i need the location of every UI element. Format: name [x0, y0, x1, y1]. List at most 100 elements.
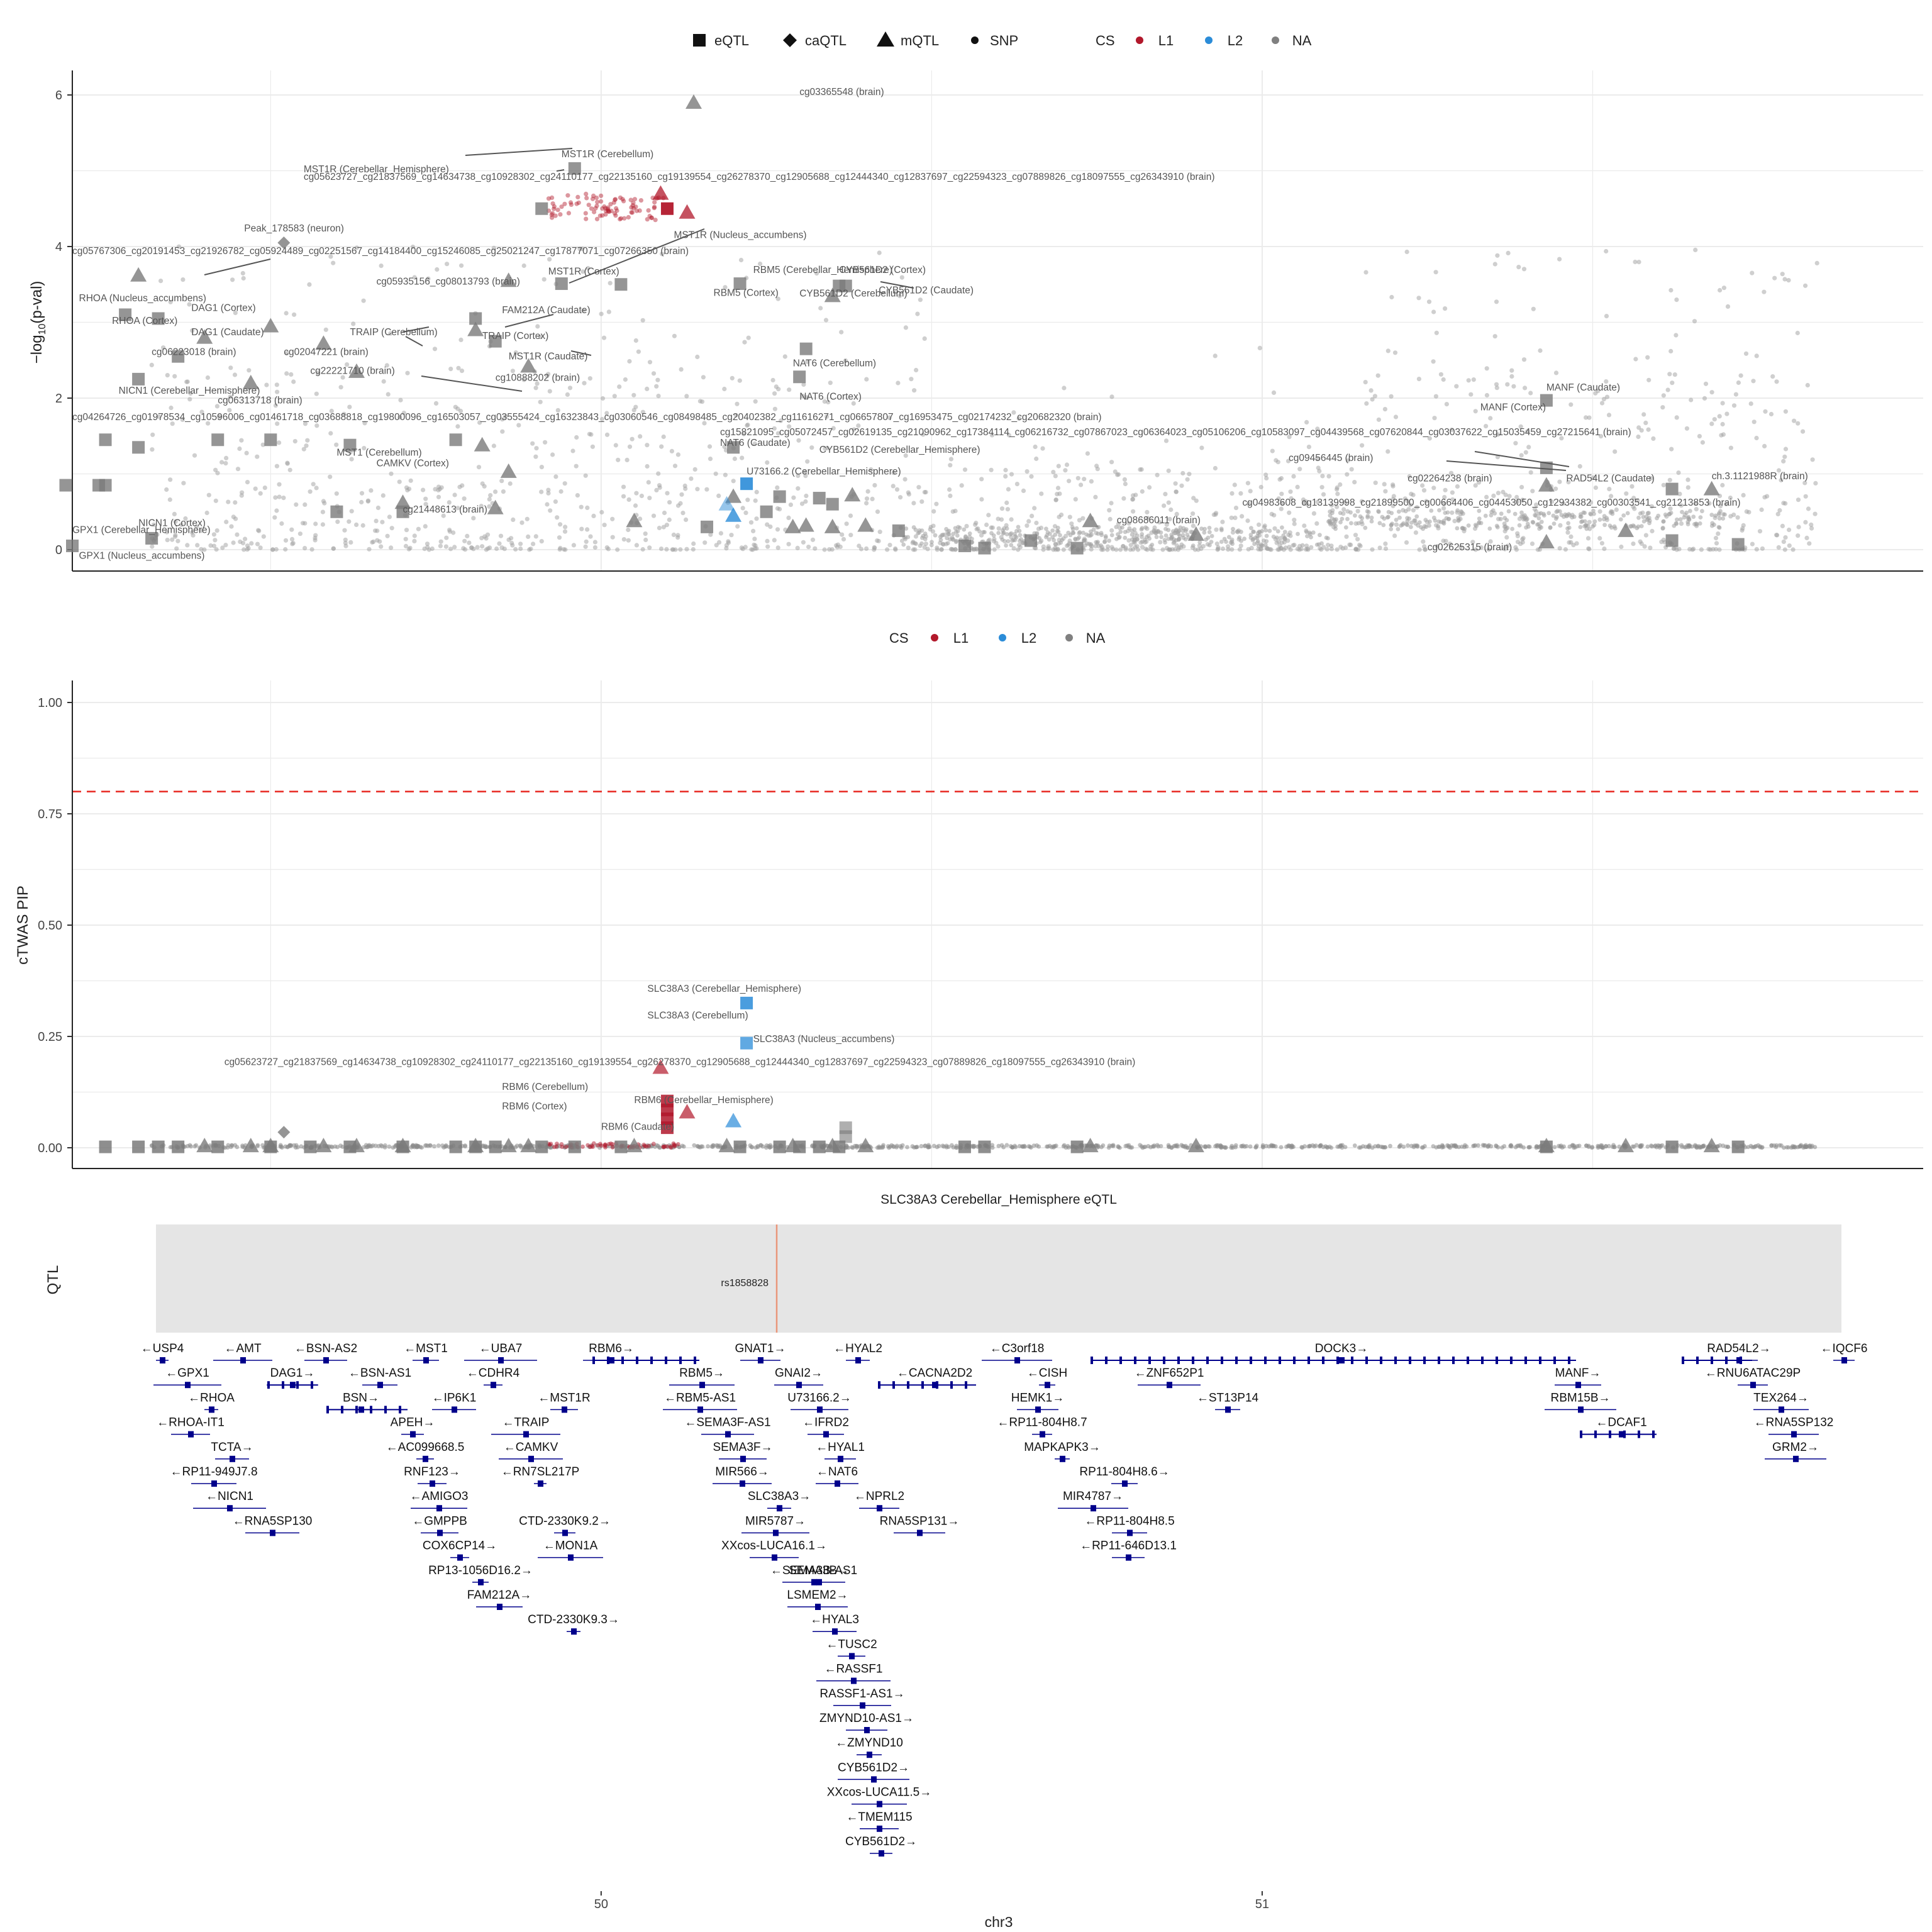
- eqtl-marker: [172, 1140, 185, 1153]
- gene-label: GNAT1→: [735, 1342, 786, 1355]
- gene-exon: [282, 1381, 284, 1389]
- leader-line: [569, 228, 705, 284]
- gene-exon: [607, 1357, 609, 1364]
- gene-exon: [877, 1801, 882, 1807]
- gene-label: ←IQCF6: [1821, 1342, 1868, 1355]
- eqtl-marker: [568, 162, 581, 175]
- point-label: MST1R (Cortex): [548, 267, 619, 277]
- point-label: RAD54L2 (Caudate): [1566, 474, 1654, 484]
- eqtl-marker: [59, 479, 72, 492]
- gene-label: MIR566→: [715, 1465, 769, 1479]
- gene-exon: [697, 1406, 703, 1413]
- eqtl-marker: [489, 1140, 502, 1153]
- y-tick-label: 1.00: [38, 696, 62, 710]
- gene-exon: [636, 1357, 638, 1364]
- mqtl-marker: [500, 272, 517, 287]
- gene-exon: [498, 1357, 504, 1363]
- legend-cs-dot: [1065, 634, 1073, 641]
- point-label: cg08686011 (brain): [1117, 515, 1201, 526]
- point-label: RBM5 (Cortex): [714, 287, 779, 298]
- mqtl-marker: [784, 518, 801, 533]
- y-tick-label: 0.00: [38, 1141, 62, 1155]
- point-label: cg03365548 (brain): [799, 87, 884, 97]
- point-label: cg02047221 (brain): [284, 347, 368, 357]
- eqtl-marker: [1665, 482, 1679, 496]
- point-label: cg05623727_cg21837569_cg14634738_cg10928…: [225, 1057, 1136, 1067]
- gene-exon: [1841, 1357, 1847, 1363]
- mqtl-marker: [315, 1138, 332, 1153]
- eqtl-marker: [614, 1140, 628, 1153]
- eqtl-marker: [66, 539, 79, 552]
- gene-exon: [528, 1455, 534, 1462]
- gene-exon: [562, 1406, 567, 1413]
- point-label: MST1R (Cerebellar_Hemisphere): [304, 164, 449, 175]
- gene-exon: [311, 1381, 313, 1389]
- point-label: SLC38A3 (Nucleus_accumbens): [753, 1034, 895, 1045]
- point-label: GPX1 (Nucleus_accumbens): [79, 551, 205, 562]
- eqtl-marker: [264, 433, 277, 447]
- y-tick-label: 2: [55, 392, 62, 406]
- point-label: CYB561D2 (Cerebellar_Hemisphere): [819, 445, 980, 455]
- eqtl-marker: [740, 477, 753, 491]
- dot-icon: [971, 36, 979, 44]
- gene-label: ←HYAL2: [833, 1342, 882, 1355]
- gene-exon: [855, 1357, 861, 1363]
- gene-exon: [423, 1357, 429, 1363]
- legend-cs-label: L1: [1158, 33, 1174, 48]
- gene-label: ←TRAIP: [502, 1416, 550, 1430]
- mqtl-marker: [196, 1138, 213, 1153]
- mqtl-marker: [1538, 1138, 1555, 1153]
- gene-label: RASSF1-AS1→: [819, 1687, 904, 1701]
- gene-exon: [1307, 1357, 1310, 1364]
- eqtl-marker: [211, 1140, 225, 1153]
- point-labels: cg03365548 (brain) MST1R (Cerebellum) MST1…: [72, 87, 1808, 562]
- legend-cs-label: L2: [1228, 33, 1243, 48]
- legend-cs-title: CS: [889, 630, 909, 646]
- y-tick-label: 6: [55, 89, 62, 103]
- gene-exon: [1235, 1357, 1238, 1364]
- gene-exon: [777, 1505, 782, 1512]
- mqtl-marker: [1618, 522, 1635, 537]
- eqtl-marker: [826, 497, 839, 511]
- point-label: MANF (Caudate): [1546, 382, 1620, 393]
- gene-label: DOCK3→: [1315, 1342, 1368, 1355]
- eqtl-marker: [660, 202, 674, 215]
- gene-exon: [740, 1480, 745, 1487]
- gene-exon: [1438, 1357, 1440, 1364]
- gene-exon: [497, 1604, 502, 1610]
- mqtl-marker: [467, 321, 484, 336]
- leader-line: [1446, 460, 1567, 471]
- gene-exon: [1250, 1357, 1252, 1364]
- gene-label: ←IP6K1: [432, 1391, 477, 1404]
- gene-label: ←UBA7: [479, 1342, 523, 1355]
- gene-label: MIR5787→: [745, 1514, 806, 1528]
- gene-exon: [185, 1382, 191, 1389]
- eqtl-marker: [773, 1140, 786, 1153]
- gene-exon: [1148, 1357, 1151, 1364]
- y-axis-title: −log10(p-val): [28, 281, 48, 364]
- square-icon: [693, 34, 706, 47]
- legend-cs-label: L2: [1021, 630, 1036, 646]
- gene-exon: [950, 1381, 953, 1389]
- eqtl-marker: [152, 1140, 165, 1153]
- eqtl-marker: [1070, 541, 1084, 555]
- point-label: NAT6 (Cerebellum): [793, 358, 876, 369]
- gene-label: ←DCAF1: [1596, 1416, 1646, 1430]
- gene-label: ←CACNA2D2: [897, 1367, 972, 1380]
- gene-exon: [1652, 1430, 1655, 1438]
- eqtl-marker: [958, 1140, 971, 1153]
- gene-exon: [879, 1850, 884, 1857]
- gene-exon: [296, 1381, 299, 1389]
- gene-exon: [878, 1381, 880, 1389]
- gene-label: SLC38A3→: [748, 1490, 811, 1503]
- eqtl-marker: [978, 1140, 991, 1153]
- leader-line: [880, 281, 914, 289]
- point-label: cg10888202 (brain): [496, 372, 580, 383]
- mqtl-marker: [626, 513, 643, 528]
- y-axis-title: cTWAS PIP: [14, 886, 31, 965]
- gene-label: SEMA3F→: [713, 1441, 772, 1454]
- leader-line: [405, 336, 423, 347]
- gene-exon: [160, 1357, 165, 1363]
- gene-exon: [694, 1357, 696, 1364]
- x-tick-label: 50: [594, 1897, 608, 1911]
